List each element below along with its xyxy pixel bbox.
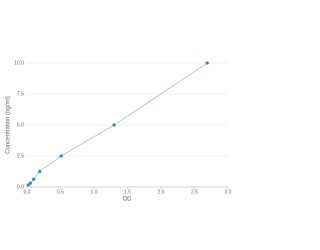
data-point (59, 154, 63, 158)
x-tick-label: 1.0 (91, 189, 98, 195)
trend-line (28, 62, 208, 186)
data-point (28, 181, 32, 185)
y-axis-title: Concentration (ng/ml) (6, 96, 12, 154)
x-tick-label: 0.5 (57, 189, 64, 195)
x-tick-label: 2.0 (158, 189, 165, 195)
y-tick-label: 10.0 (14, 60, 24, 66)
y-tick-label: 0.0 (17, 184, 24, 190)
data-point (112, 123, 116, 127)
x-tick-label: 2.5 (191, 189, 198, 195)
x-tick-label: 0.0 (24, 189, 31, 195)
y-tick-label: 2.5 (17, 153, 24, 159)
data-point (205, 61, 209, 65)
data-point (32, 177, 36, 181)
y-tick-label: 5.0 (17, 122, 24, 128)
y-tick-label: 7.5 (17, 91, 24, 97)
x-tick-label: 3.0 (225, 189, 232, 195)
chart: OD Concentration (ng/ml) 0.0 2.5 5.0 7.5 10.… (6, 60, 232, 203)
data-point (38, 169, 42, 174)
data-point (26, 183, 30, 187)
x-tick-label: 1.5 (124, 189, 131, 195)
x-axis-title: OD (123, 197, 133, 203)
